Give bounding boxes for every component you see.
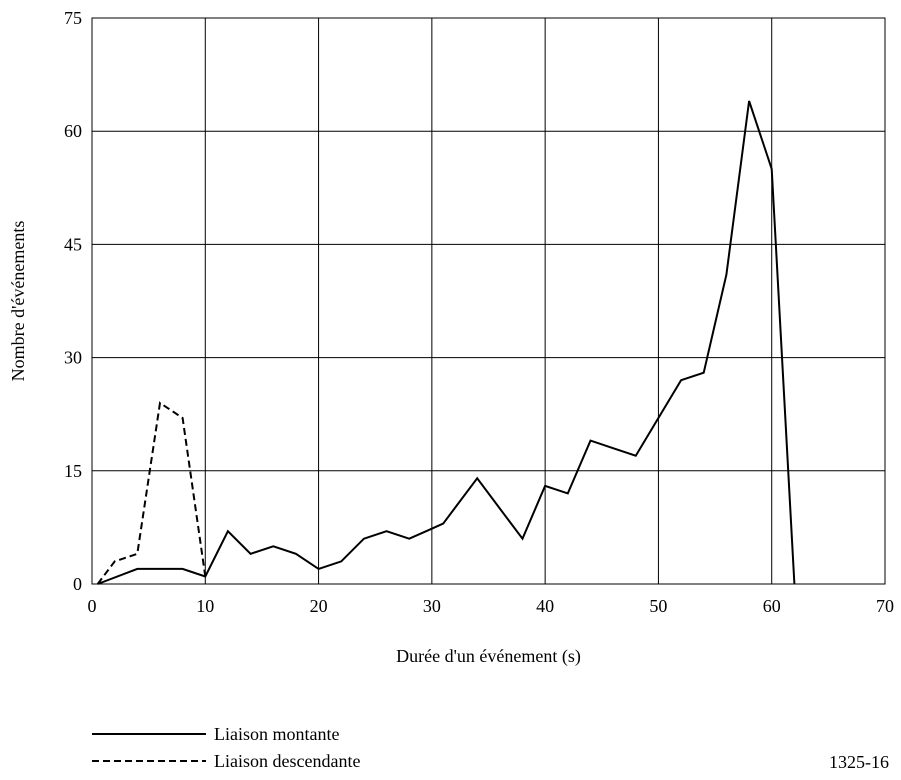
x-tick-label: 30 xyxy=(423,596,441,616)
x-axis-ticks: 0 10 20 30 40 50 60 70 xyxy=(88,596,895,616)
y-tick-label: 30 xyxy=(64,348,82,368)
x-tick-label: 40 xyxy=(536,596,554,616)
series-line-liaison-descendante xyxy=(96,401,207,585)
y-axis-ticks: 0 15 30 45 60 75 xyxy=(64,8,82,594)
y-tick-label: 60 xyxy=(64,121,82,141)
y-tick-label: 45 xyxy=(64,234,82,254)
x-tick-label: 50 xyxy=(649,596,667,616)
series-lines xyxy=(96,100,796,585)
x-tick-label: 60 xyxy=(763,596,781,616)
x-tick-label: 70 xyxy=(876,596,894,616)
legend-label-liaison-descendante: Liaison descendante xyxy=(214,751,360,771)
series-line-liaison-montante xyxy=(97,100,796,585)
y-tick-label: 0 xyxy=(73,574,82,594)
x-tick-label: 20 xyxy=(310,596,328,616)
grid xyxy=(91,17,886,585)
legend-label-liaison-montante: Liaison montante xyxy=(214,724,339,744)
plot-frame xyxy=(91,17,886,585)
x-tick-label: 10 xyxy=(196,596,214,616)
x-axis-label: Durée d'un événement (s) xyxy=(396,646,581,667)
y-tick-label: 75 xyxy=(64,8,82,28)
y-axis-label: Nombre d'événements xyxy=(8,221,28,382)
figure-id: 1325-16 xyxy=(829,752,889,772)
legend: Liaison montante Liaison descendante xyxy=(92,724,360,771)
x-tick-label: 0 xyxy=(88,596,97,616)
y-tick-label: 15 xyxy=(64,461,82,481)
